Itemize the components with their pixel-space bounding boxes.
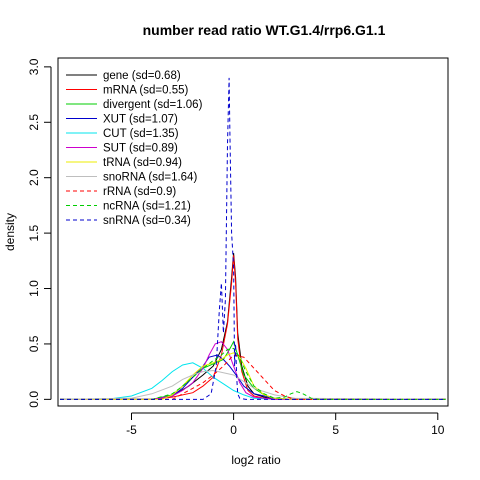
x-tick-label: 5 — [332, 423, 339, 437]
legend-label: rRNA (sd=0.9) — [103, 186, 176, 198]
legend-label: SUT (sd=0.89) — [103, 143, 178, 155]
x-tick-label: -5 — [126, 423, 137, 437]
legend-label: gene (sd=0.68) — [103, 70, 181, 82]
series-line-7 — [59, 369, 447, 400]
legend-label: mRNA (sd=0.55) — [103, 85, 188, 97]
series-line-5 — [60, 341, 446, 400]
legend-label: tRNA (sd=0.94) — [103, 157, 182, 169]
y-tick-label: 3.0 — [27, 58, 41, 75]
series-line-3 — [60, 354, 446, 400]
legend-label: divergent (sd=1.06) — [103, 99, 203, 111]
legend-label: ncRNA (sd=1.21) — [103, 201, 191, 213]
y-tick-label: 0.0 — [27, 391, 41, 408]
series-layer — [59, 77, 447, 400]
legend-label: snRNA (sd=0.34) — [103, 215, 191, 227]
x-axis-label: log2 ratio — [231, 453, 281, 467]
axes: -5 0 5 10 0.0 0.5 1.0 1.5 2.0 2.5 3.0 — [27, 58, 445, 437]
legend-label: XUT (sd=1.07) — [103, 114, 178, 126]
x-tick-label: 10 — [431, 423, 445, 437]
y-tick-label: 0.5 — [27, 335, 41, 352]
legend-label: CUT (sd=1.35) — [103, 128, 179, 140]
y-axis-label: density — [3, 213, 17, 251]
series-line-10 — [60, 77, 446, 400]
series-line-8 — [60, 354, 446, 400]
plot-frame — [57, 57, 449, 407]
y-tick-label: 1.5 — [27, 224, 41, 241]
y-tick-label: 2.5 — [27, 114, 41, 131]
x-tick-label: 0 — [230, 423, 237, 437]
y-tick-label: 2.0 — [27, 169, 41, 186]
legend: gene (sd=0.68) mRNA (sd=0.55) divergent (s… — [66, 70, 203, 227]
legend-label: snoRNA (sd=1.64) — [103, 172, 197, 184]
chart-title: number read ratio WT.G1.4/rrp6.G1.1 — [143, 22, 386, 38]
y-tick-label: 1.0 — [27, 280, 41, 297]
